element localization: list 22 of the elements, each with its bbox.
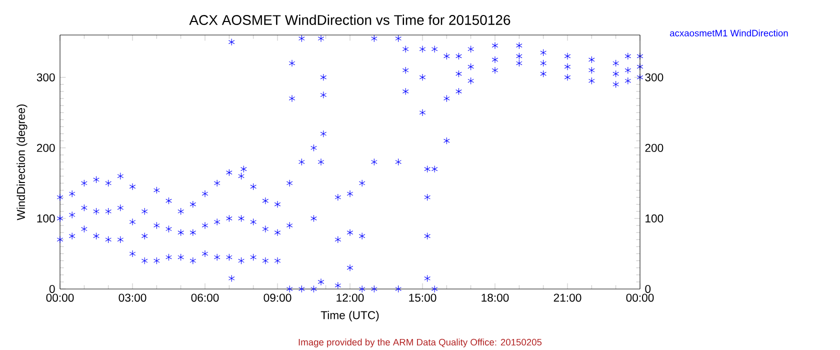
- y2-tick-label: 200: [645, 144, 664, 152]
- y2-tick-label: 100: [646, 214, 664, 222]
- x-tick-label: 15:00: [409, 294, 436, 302]
- x-tick-label: 06:00: [191, 294, 219, 302]
- y-tick-label: 0: [49, 284, 55, 293]
- x-axis-title: Time (UTC): [320, 310, 379, 322]
- y-tick-label: 300: [36, 73, 55, 82]
- x-tick-label: 03:00: [118, 294, 146, 302]
- chart-title: ACX AOSMET WindDirection vs Time for 20150126: [189, 14, 510, 25]
- x-tick-label: 18:00: [482, 294, 509, 302]
- y2-tick-label: 0: [645, 284, 651, 293]
- x-tick-label: 21:00: [554, 294, 582, 302]
- y2-tick-label: 300: [645, 73, 664, 82]
- y-tick-label: 100: [37, 214, 55, 222]
- y-axis-title: WindDirection (degree): [16, 104, 28, 220]
- x-tick-label: 00:00: [46, 294, 74, 302]
- text: Image provided by the ARM Data Quality Office: 20150205: [298, 338, 542, 348]
- x-tick-label: 12:00: [336, 294, 364, 302]
- x-tick-label: 00:00: [626, 294, 654, 302]
- text: acxaosmetM1 WindDirection: [670, 30, 788, 36]
- y-tick-label: 200: [36, 144, 55, 152]
- x-tick-label: 09:00: [264, 294, 292, 302]
